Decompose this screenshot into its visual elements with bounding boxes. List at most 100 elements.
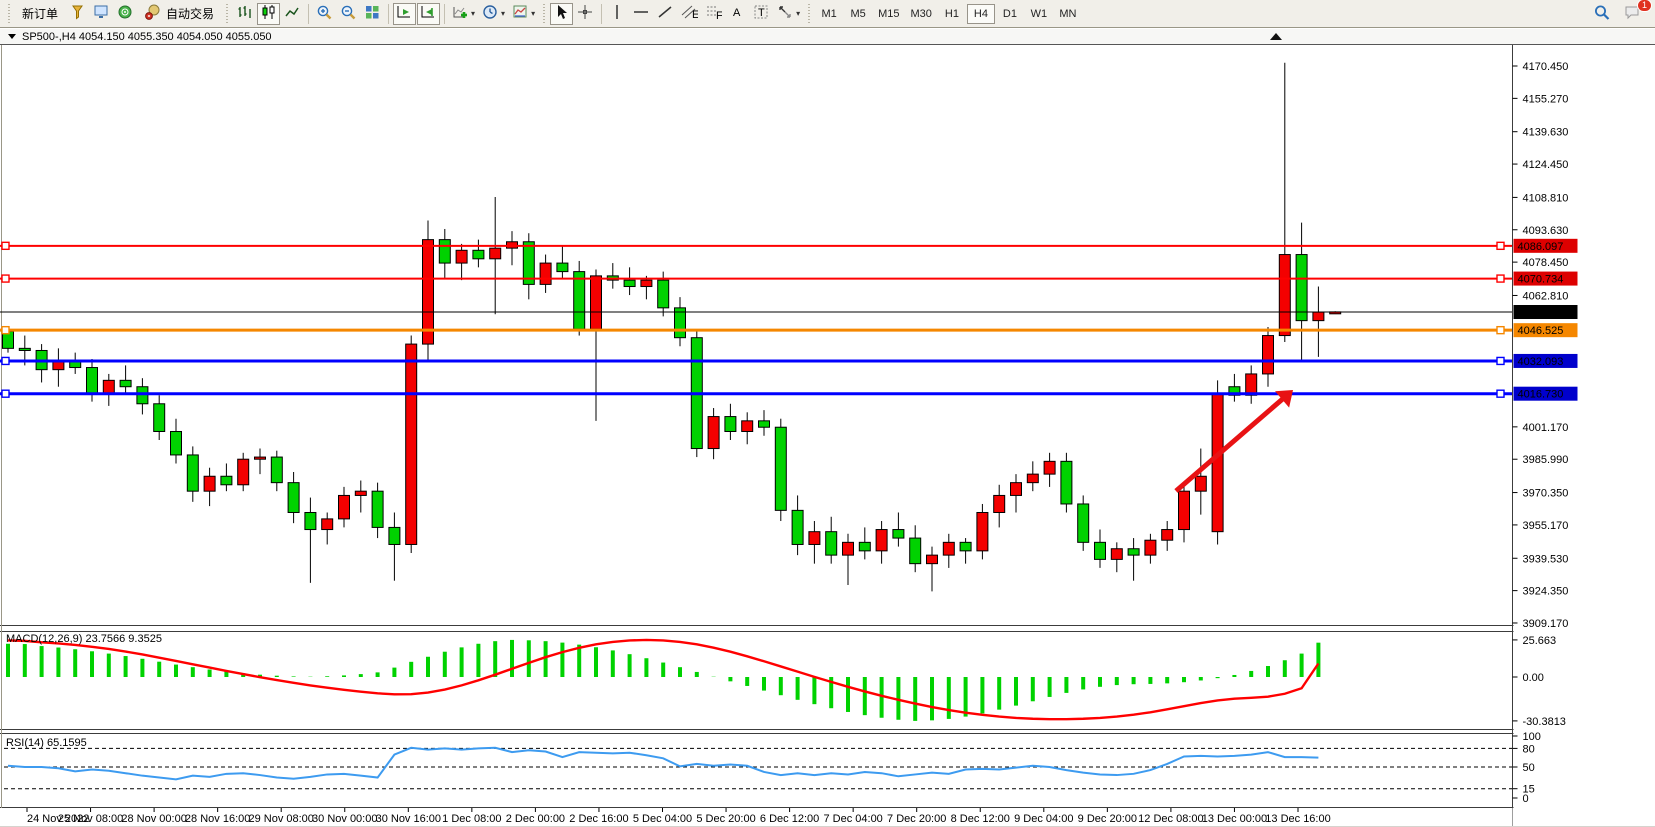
- macd-histogram-bar: [896, 677, 901, 720]
- zoom-out-button[interactable]: [337, 3, 360, 25]
- chart-canvas[interactable]: 4170.450 4155.270 4139.630 4124.450 4108.810…: [0, 45, 1655, 827]
- timeframe-m15-button[interactable]: M15: [873, 4, 904, 24]
- text-tool-button[interactable]: A: [726, 3, 749, 25]
- macd-histogram-bar: [610, 650, 615, 677]
- line-handle[interactable]: [1496, 389, 1505, 398]
- timeframe-m5-button[interactable]: M5: [844, 4, 872, 24]
- autotrading-button[interactable]: 自动交易: [138, 3, 221, 25]
- chart-shift-marker[interactable]: [1270, 33, 1282, 40]
- tile-windows-button[interactable]: [361, 3, 384, 25]
- line-handle[interactable]: [1496, 325, 1505, 335]
- trendline-tool-button[interactable]: [654, 3, 677, 25]
- macd-histogram-bar: [140, 658, 145, 677]
- line-handle[interactable]: [1, 389, 10, 398]
- arrows-tool-button[interactable]: ▾: [774, 3, 803, 25]
- candle-body: [1295, 254, 1308, 322]
- bar-chart-mode-button[interactable]: [233, 3, 256, 25]
- time-axis-label: 24 Nov 2022: [27, 813, 89, 825]
- candle-body: [1026, 473, 1039, 484]
- candle-body: [976, 511, 989, 552]
- toolbar-gripper[interactable]: [807, 3, 812, 24]
- line-handle[interactable]: [1496, 241, 1505, 251]
- candle-body: [254, 456, 266, 460]
- line-handle[interactable]: [1496, 356, 1505, 366]
- time-axis-label: 2 Dec 16:00: [569, 813, 628, 825]
- search-button[interactable]: [1590, 3, 1614, 25]
- timeframe-m30-button[interactable]: M30: [906, 4, 937, 24]
- candlestick-mode-button[interactable]: [257, 2, 281, 25]
- macd-histogram-bar: [1282, 660, 1287, 677]
- crosshair-icon: [577, 4, 594, 23]
- time-axis-panel[interactable]: [0, 808, 1513, 826]
- line-handle[interactable]: [1, 325, 10, 335]
- time-axis-label: 28 Nov 00:00: [121, 813, 186, 825]
- timeframe-h1-button[interactable]: H1: [938, 4, 966, 24]
- price-badge-label: 4032.093: [1518, 356, 1564, 368]
- candle-body: [758, 420, 770, 428]
- templates-button[interactable]: ▾: [509, 3, 538, 25]
- timeframe-d1-button[interactable]: D1: [996, 4, 1024, 24]
- time-axis-label: 7 Dec 04:00: [823, 813, 882, 825]
- timeframe-w1-button[interactable]: W1: [1025, 4, 1053, 24]
- timeframe-m1-button[interactable]: M1: [815, 4, 843, 24]
- macd-histogram-bar: [778, 677, 783, 696]
- candlestick-icon: [260, 4, 277, 23]
- auto-scroll-button[interactable]: [393, 2, 417, 25]
- macd-histogram-bar: [543, 641, 548, 677]
- crosshair-tool-button[interactable]: [574, 3, 597, 25]
- line-handle[interactable]: [1, 241, 10, 251]
- search-icon: [1593, 4, 1611, 24]
- timeframe-mn-button[interactable]: MN: [1054, 4, 1082, 24]
- fibonacci-tool-button[interactable]: F: [702, 3, 725, 25]
- macd-histogram-bar: [694, 671, 699, 677]
- bar-chart-icon: [236, 4, 253, 23]
- signal-radar-icon: [117, 4, 134, 23]
- price-axis-panel[interactable]: [1513, 45, 1655, 826]
- new-order-button[interactable]: 新订单: [15, 3, 65, 25]
- horizontal-line-icon: [633, 4, 650, 23]
- macd-histogram-bar: [106, 653, 111, 677]
- cursor-tool-button[interactable]: [550, 2, 574, 25]
- line-chart-mode-button[interactable]: [281, 3, 304, 25]
- macd-histogram-bar: [1081, 677, 1086, 690]
- price-badge: [1513, 271, 1578, 286]
- timeframe-h4-button[interactable]: H4: [966, 3, 995, 24]
- chart-shift-button[interactable]: [417, 2, 441, 25]
- price-badge: [1513, 238, 1578, 253]
- candle-body: [556, 262, 569, 273]
- zoom-in-button[interactable]: [313, 3, 336, 25]
- trend-arrow-head[interactable]: [1275, 390, 1293, 408]
- vertical-line-tool-button[interactable]: [606, 3, 629, 25]
- line-handle[interactable]: [1, 356, 10, 366]
- macd-histogram-bar: [627, 654, 632, 677]
- text-label-icon: T: [753, 4, 770, 23]
- clock-icon: [482, 4, 499, 23]
- candle-body: [825, 531, 838, 556]
- line-handle[interactable]: [1496, 274, 1505, 283]
- horizontal-line-tool-button[interactable]: [630, 3, 653, 25]
- macd-axis-label: -30.3813: [1523, 716, 1566, 728]
- channel-tool-button[interactable]: E: [678, 3, 701, 25]
- candle-body: [1178, 490, 1190, 531]
- main-toolbar: 新订单 自动交易: [0, 0, 1655, 28]
- macd-histogram-bar: [123, 656, 128, 677]
- macd-histogram-bar: [442, 651, 447, 677]
- metaeditor-button[interactable]: [90, 3, 113, 25]
- symbol-dropdown-icon[interactable]: [8, 34, 16, 39]
- macd-histogram-bar: [493, 641, 498, 677]
- macd-histogram-bar: [258, 674, 262, 677]
- quotes-button[interactable]: [66, 3, 89, 25]
- trend-arrow-shaft[interactable]: [1174, 395, 1286, 493]
- indicators-button[interactable]: ▾: [449, 3, 478, 25]
- macd-histogram-bar: [174, 664, 178, 677]
- fibonacci-icon: F: [705, 4, 723, 23]
- toolbar-gripper[interactable]: [542, 3, 547, 24]
- line-handle[interactable]: [1, 274, 10, 283]
- monitor-icon: [93, 4, 110, 23]
- periods-button[interactable]: ▾: [479, 3, 508, 25]
- signals-button[interactable]: [114, 3, 137, 25]
- text-label-tool-button[interactable]: T: [750, 3, 773, 25]
- macd-histogram-bar: [56, 647, 61, 677]
- toolbar-gripper[interactable]: [7, 3, 11, 24]
- toolbar-gripper[interactable]: [225, 3, 230, 24]
